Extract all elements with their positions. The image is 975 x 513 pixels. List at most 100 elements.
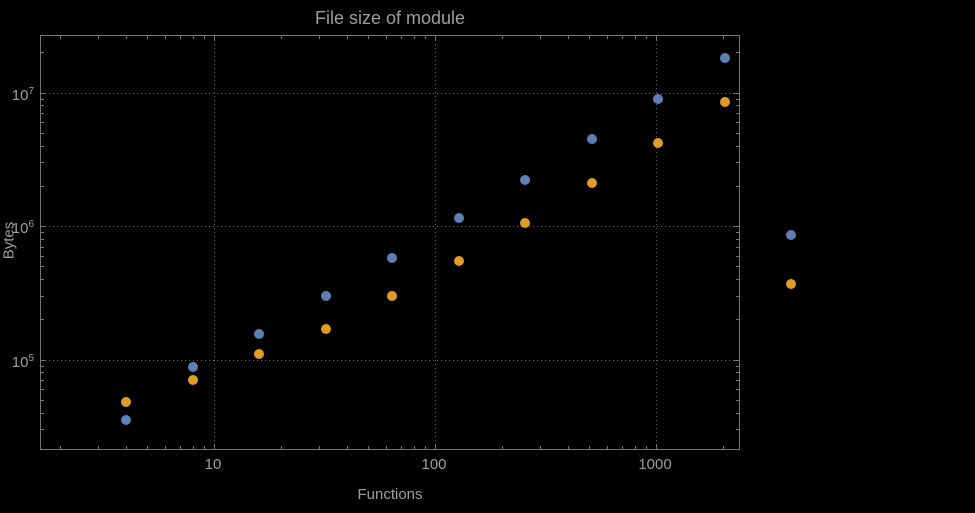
x-axis-tick xyxy=(621,36,623,39)
y-axis-tick xyxy=(41,52,44,54)
y-axis-tick xyxy=(41,122,44,124)
data-point-series-2-orange xyxy=(520,218,531,229)
data-point-series-1-blue xyxy=(786,230,797,241)
y-axis-tick xyxy=(41,399,44,401)
x-axis-tick xyxy=(147,446,149,449)
y-axis-tick xyxy=(41,319,44,321)
data-point-series-1-blue xyxy=(320,290,331,301)
x-axis-tick xyxy=(435,444,436,449)
y-axis-tick xyxy=(41,389,44,391)
y-axis-tick xyxy=(41,372,44,374)
x-tick-label: 1000 xyxy=(638,456,672,473)
y-axis-tick xyxy=(41,365,44,367)
y-axis-tick xyxy=(736,389,739,391)
y-axis-tick xyxy=(41,429,44,431)
y-axis-tick xyxy=(41,185,44,187)
y-axis-tick xyxy=(736,319,739,321)
data-point-series-2-orange xyxy=(387,290,398,301)
data-point-series-1-blue xyxy=(586,133,597,144)
x-axis-tick xyxy=(280,446,282,449)
x-axis-tick xyxy=(645,36,647,39)
x-axis-tick xyxy=(203,446,205,449)
y-axis-tick xyxy=(736,380,739,382)
x-axis-tick xyxy=(164,36,166,39)
y-axis-tick xyxy=(736,429,739,431)
x-axis-tick xyxy=(347,446,349,449)
y-tick-exponent: 7 xyxy=(28,85,34,97)
x-axis-tick xyxy=(126,36,128,39)
y-axis-tick xyxy=(736,105,739,107)
x-axis-tick xyxy=(126,446,128,449)
x-axis-tick xyxy=(192,446,194,449)
y-axis-tick xyxy=(41,246,44,248)
y-axis-tick xyxy=(734,92,739,94)
data-point-series-2-orange xyxy=(719,96,730,107)
x-axis-tick xyxy=(147,36,149,39)
x-axis-tick xyxy=(203,36,205,39)
y-axis-tick xyxy=(41,98,44,100)
x-axis-tick xyxy=(722,36,724,39)
y-axis-tick xyxy=(736,365,739,367)
y-axis-tick xyxy=(41,232,44,234)
x-axis-tick xyxy=(214,36,215,41)
y-axis-tick xyxy=(41,295,44,297)
x-axis-tick xyxy=(59,446,61,449)
x-axis-tick xyxy=(621,446,623,449)
x-axis-tick xyxy=(368,446,370,449)
y-axis-tick xyxy=(736,372,739,374)
x-tick-label: 10 xyxy=(204,456,222,473)
y-axis-tick xyxy=(41,226,46,227)
data-point-series-1-blue xyxy=(254,329,265,340)
y-axis-tick xyxy=(736,266,739,268)
x-axis-tick xyxy=(634,446,636,449)
y-axis-tick xyxy=(41,255,44,257)
y-axis-tick xyxy=(41,359,46,361)
x-axis-tick xyxy=(164,446,166,449)
y-axis-tick xyxy=(41,113,44,115)
y-axis-tick xyxy=(736,162,739,164)
x-axis-tick xyxy=(645,446,647,449)
y-axis-tick xyxy=(736,52,739,54)
x-axis-tick xyxy=(98,36,100,39)
y-axis-tick xyxy=(736,255,739,257)
x-axis-tick xyxy=(385,446,387,449)
plot-area xyxy=(40,35,797,450)
y-axis-label: Bytes xyxy=(0,221,18,260)
data-point-series-1-blue xyxy=(121,415,132,426)
y-axis-tick xyxy=(734,359,739,361)
data-point-series-1-blue xyxy=(719,53,730,64)
y-tick-label: 106 xyxy=(11,219,34,237)
y-axis-tick xyxy=(736,98,739,100)
y-axis-tick xyxy=(41,266,44,268)
data-point-series-1-blue xyxy=(187,361,198,372)
data-point-series-1-blue xyxy=(520,175,531,186)
data-point-series-2-orange xyxy=(254,348,265,359)
y-axis-tick xyxy=(736,132,739,134)
x-axis-label: Functions xyxy=(357,486,423,503)
y-axis-tick xyxy=(41,132,44,134)
y-axis-tick xyxy=(736,279,739,281)
x-axis-tick xyxy=(540,36,542,39)
x-axis-tick xyxy=(413,36,415,39)
x-axis-tick xyxy=(59,36,61,39)
y-axis-tick xyxy=(736,185,739,187)
y-axis-tick xyxy=(736,295,739,297)
data-point-series-2-orange xyxy=(786,278,797,289)
y-axis-tick xyxy=(41,105,44,107)
x-axis-tick xyxy=(589,446,591,449)
x-axis-tick xyxy=(435,36,436,41)
data-point-series-2-orange xyxy=(121,397,132,408)
chart-title: File size of module xyxy=(314,8,466,28)
x-axis-tick xyxy=(424,36,426,39)
x-axis-tick xyxy=(568,446,570,449)
x-axis-tick xyxy=(413,446,415,449)
y-axis-tick xyxy=(41,279,44,281)
data-point-series-2-orange xyxy=(653,137,664,148)
x-axis-tick xyxy=(568,36,570,39)
x-axis-tick xyxy=(606,446,608,449)
gridline-vertical xyxy=(214,36,215,449)
x-axis-tick xyxy=(589,36,591,39)
x-axis-tick xyxy=(722,446,724,449)
y-axis-tick xyxy=(41,238,44,240)
